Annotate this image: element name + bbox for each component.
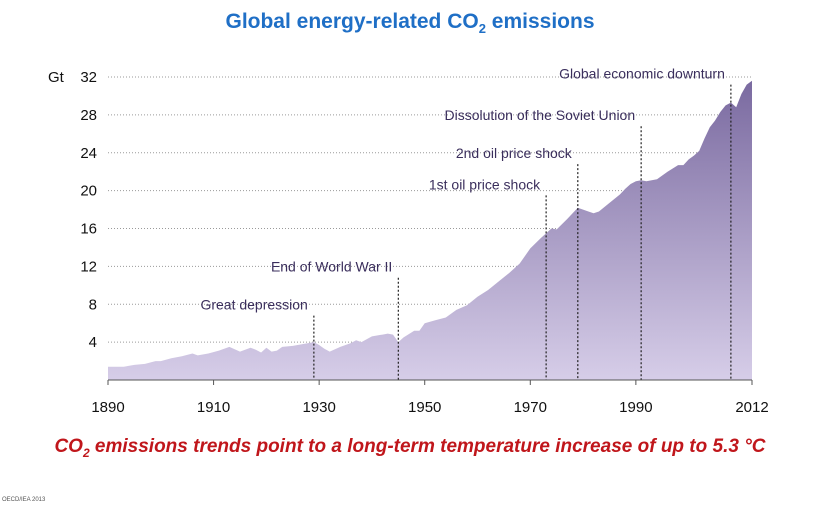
y-tick-label: 24	[80, 145, 97, 162]
chart-title: Global energy-related CO2 emissions	[225, 10, 595, 37]
copyright-note: OECD/IEA 2013	[2, 497, 46, 503]
x-tick-label: 1930	[302, 399, 335, 416]
x-tick-label: 1990	[619, 399, 652, 416]
y-tick-label: 32	[80, 69, 97, 86]
x-tick-label: 1910	[197, 399, 230, 416]
x-tick-labels: 1890 1910 1930 1950 1970 1990 2012	[91, 380, 769, 416]
y-tick-label: 4	[89, 334, 97, 351]
y-tick-label: 16	[80, 221, 97, 238]
annotation-label: Great depression	[200, 297, 307, 313]
emissions-area	[108, 80, 752, 381]
x-tick-label: 1950	[408, 399, 441, 416]
annotations: Great depression End of World War II 1st o…	[200, 66, 732, 380]
y-tick-label: 12	[80, 258, 97, 275]
annotation-label: Dissolution of the Soviet Union	[444, 107, 635, 123]
y-axis-label: Gt	[48, 69, 65, 86]
annotation-label: End of World War II	[271, 259, 392, 275]
annotation-label: 1st oil price shock	[429, 176, 541, 192]
y-tick-label: 8	[89, 296, 97, 313]
annotation-label: Global economic downturn	[559, 66, 725, 82]
y-tick-label: 28	[80, 107, 97, 124]
y-tick-labels: 4 8 12 16 20 24 28 32	[80, 69, 97, 351]
x-tick-label: 1970	[514, 399, 547, 416]
y-tick-label: 20	[80, 183, 97, 200]
x-tick-label: 2012	[735, 399, 768, 416]
chart-caption: CO2 emissions trends point to a long-ter…	[54, 436, 766, 460]
annotation-label: 2nd oil price shock	[456, 145, 573, 161]
emissions-chart: Great depression End of World War II 1st o…	[48, 66, 769, 416]
x-tick-label: 1890	[91, 399, 124, 416]
